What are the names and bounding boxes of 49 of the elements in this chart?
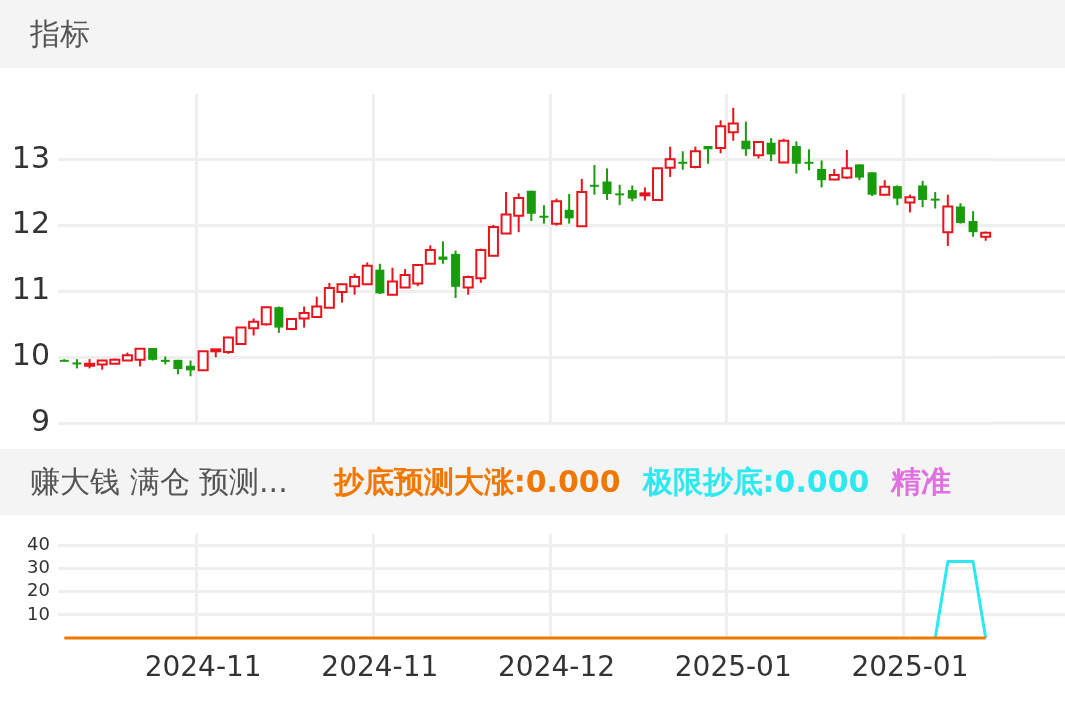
x-tick-label: 2024-11 [321, 650, 439, 684]
candlestick [349, 272, 361, 296]
candlestick [778, 137, 790, 164]
y-tick-label: 9 [30, 402, 50, 438]
candlestick [715, 119, 727, 155]
y-tick-label: 12 [11, 205, 50, 241]
candlestick [918, 179, 928, 209]
y-tick-label: 30 [27, 556, 50, 578]
candlestick [526, 189, 536, 222]
candlestick [602, 167, 612, 201]
candlestick [804, 148, 814, 172]
candlestick [260, 305, 272, 327]
y-tick-label: 13 [11, 139, 50, 175]
candlestick [955, 202, 965, 225]
x-tick-label: 2024-11 [144, 650, 262, 684]
legend-label: 精准 [891, 462, 952, 501]
chart-title: 赚大钱 满仓 预测... [30, 462, 288, 501]
candlestick [892, 184, 902, 207]
x-tick-label: 2025-01 [674, 650, 792, 684]
candlestick [741, 120, 751, 157]
candlestick [386, 266, 398, 297]
candlestick [615, 183, 625, 207]
text: 抄底预测大涨:0.000 [333, 462, 621, 501]
candlestick [564, 193, 574, 225]
candlestick [438, 240, 448, 265]
y-tick-label: 10 [11, 337, 50, 372]
text: 极限抄底:0.000 [642, 462, 870, 501]
candlestick [361, 261, 373, 286]
candlestick [375, 262, 385, 296]
x-tick-label: 2024-12 [498, 650, 616, 684]
y-tick-label: 40 [27, 533, 50, 555]
candlestick [817, 159, 827, 189]
candlestick [664, 145, 676, 178]
chart-title: 指标 [30, 14, 90, 53]
candlestick [589, 164, 599, 196]
candlestick [867, 171, 877, 197]
candlestick [424, 244, 436, 265]
candlestick [766, 137, 776, 163]
candlestick [791, 140, 801, 175]
candlestick [274, 305, 284, 334]
x-tick-label: 2025-01 [851, 650, 969, 684]
candlestick [678, 150, 688, 171]
candlestick [968, 210, 978, 238]
candlestick [551, 197, 563, 227]
candlestick [539, 204, 549, 225]
candlestick [727, 106, 739, 142]
y-tick-label: 20 [27, 579, 50, 601]
y-tick-label: 11 [11, 271, 50, 307]
y-tick-label: 10 [27, 602, 50, 624]
